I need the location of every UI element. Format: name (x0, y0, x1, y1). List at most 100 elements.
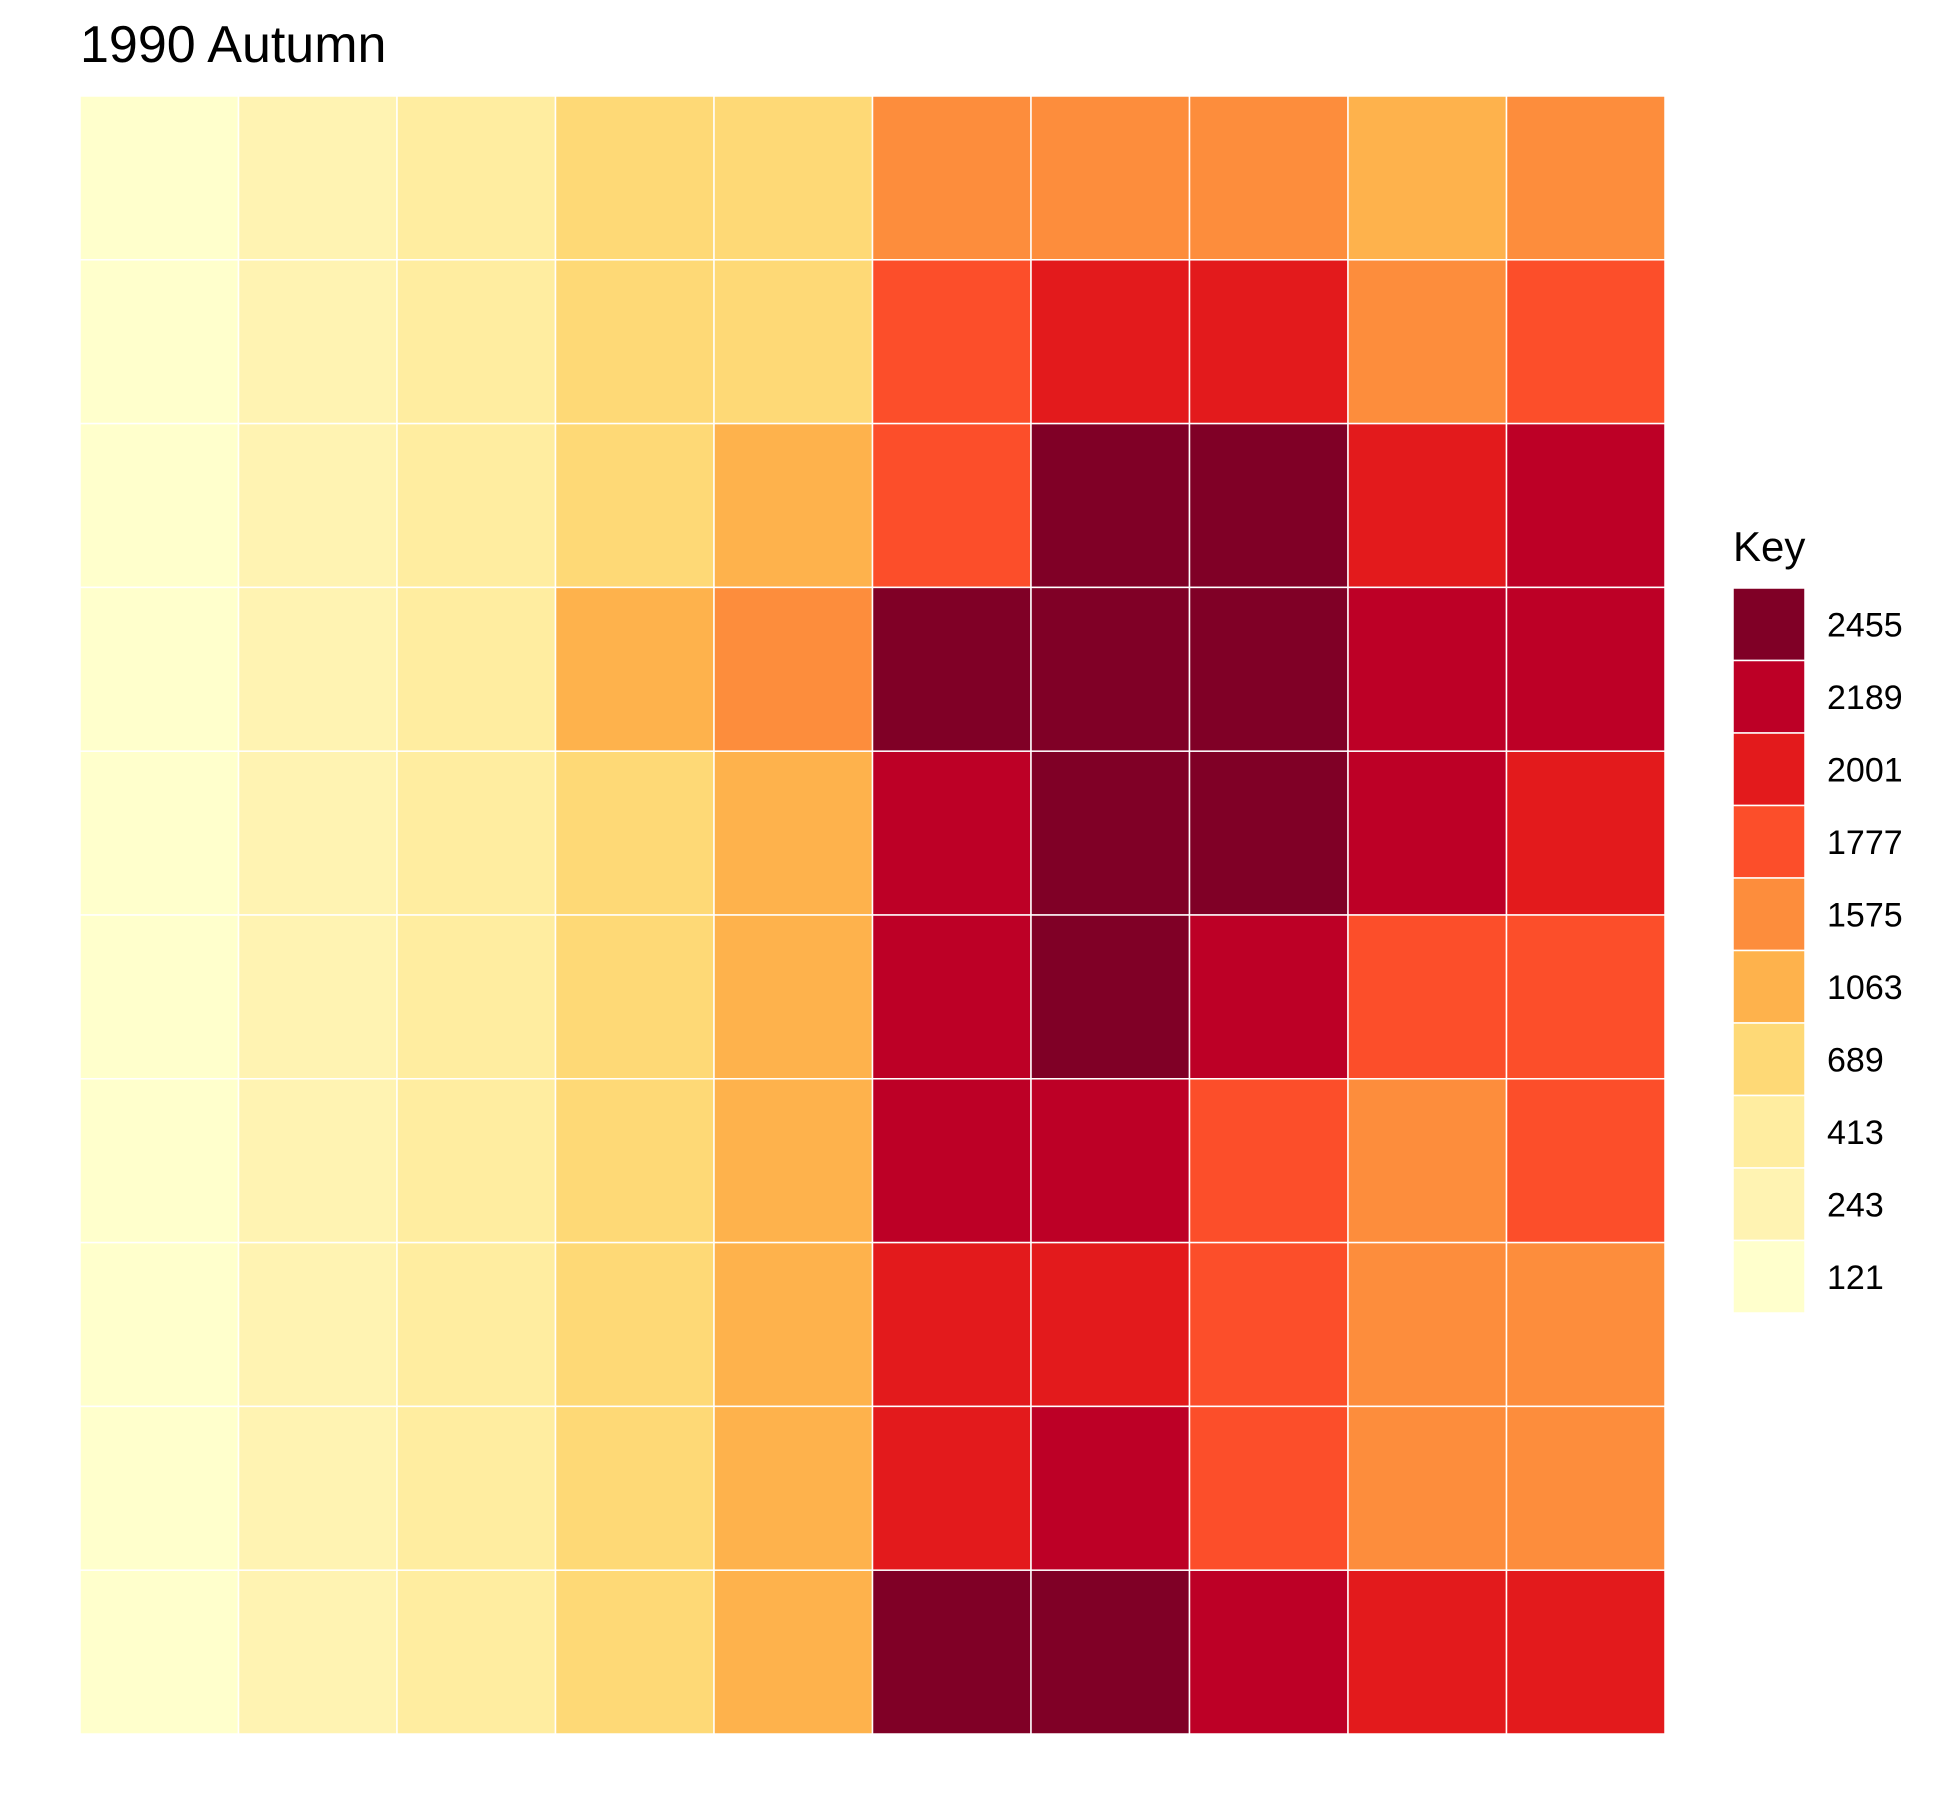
heatmap-cell (237, 422, 398, 589)
heatmap-cell (713, 95, 874, 261)
heatmap-cell (713, 914, 874, 1080)
legend-swatch (1732, 1239, 1806, 1314)
heatmap-cell (1030, 750, 1191, 916)
heatmap-cell (713, 586, 874, 752)
legend-label: 243 (1827, 1186, 1884, 1224)
heatmap-cell (1188, 422, 1349, 589)
heatmap-cell (554, 259, 715, 425)
heatmap-cell (396, 95, 557, 261)
heatmap-cell (79, 1078, 240, 1244)
heatmap-cell (237, 750, 398, 916)
heatmap-cell (713, 259, 874, 425)
heatmap-cell (1030, 1241, 1191, 1408)
heatmap-cell (1030, 1405, 1191, 1571)
heatmap-cell (237, 914, 398, 1080)
heatmap-cell (554, 1078, 715, 1244)
heatmap-cell (237, 259, 398, 425)
heatmap-cell (396, 1078, 557, 1244)
legend-label: 689 (1827, 1041, 1884, 1079)
heatmap-cell (79, 1405, 240, 1571)
legend-swatch (1732, 659, 1806, 734)
heatmap-cell (1347, 1569, 1508, 1735)
heatmap-cell (1505, 586, 1666, 752)
heatmap-cell (79, 750, 240, 916)
heatmap-cell (554, 95, 715, 261)
legend-swatch (1732, 732, 1806, 807)
heatmap-cell (1505, 259, 1666, 425)
heatmap-cell (1347, 422, 1508, 589)
heatmap-cell (79, 1241, 240, 1408)
heatmap-cell (79, 914, 240, 1080)
heatmap-cell (1030, 1569, 1191, 1735)
heatmap-cell (396, 1405, 557, 1571)
heatmap-cell (1505, 1241, 1666, 1408)
heatmap-cell (871, 586, 1032, 752)
legend-label: 2001 (1827, 751, 1903, 789)
heatmap-cell (1505, 1569, 1666, 1735)
legend-label: 1575 (1827, 896, 1903, 934)
heatmap-cell (79, 1569, 240, 1735)
legend-swatch (1732, 1022, 1806, 1097)
heatmap-cell (871, 1569, 1032, 1735)
heatmap-grid (79, 95, 1666, 1735)
heatmap-cell (1505, 95, 1666, 261)
heatmap-cell (1188, 95, 1349, 261)
heatmap-cell (713, 422, 874, 589)
heatmap-cell (1188, 914, 1349, 1080)
heatmap-cell (1188, 1405, 1349, 1571)
legend-swatch (1732, 1167, 1806, 1242)
heatmap-cell (554, 1569, 715, 1735)
heatmap-cell (871, 95, 1032, 261)
heatmap-cell (1347, 586, 1508, 752)
heatmap-cell (713, 750, 874, 916)
heatmap-cell (554, 586, 715, 752)
heatmap-cell (871, 422, 1032, 589)
heatmap-cell (237, 1405, 398, 1571)
heatmap-cell (1030, 1078, 1191, 1244)
heatmap-cell (396, 422, 557, 589)
heatmap-cell (1505, 422, 1666, 589)
heatmap-cell (79, 586, 240, 752)
heatmap-cell (1188, 259, 1349, 425)
heatmap-cell (79, 259, 240, 425)
heatmap-cell (713, 1078, 874, 1244)
heatmap-cell (871, 1078, 1032, 1244)
heatmap-cell (396, 750, 557, 916)
heatmap-cell (1030, 586, 1191, 752)
heatmap-cell (396, 259, 557, 425)
heatmap-cell (1347, 95, 1508, 261)
heatmap-cell (1188, 1078, 1349, 1244)
heatmap-cell (1188, 1569, 1349, 1735)
legend-swatch (1732, 877, 1806, 952)
heatmap-cell (871, 1405, 1032, 1571)
heatmap-cell (713, 1569, 874, 1735)
legend-title: Key (1733, 523, 1805, 570)
heatmap-cell (237, 1078, 398, 1244)
heatmap-cell (1347, 1405, 1508, 1571)
heatmap-cell (871, 1241, 1032, 1408)
legend-swatch (1732, 587, 1806, 662)
heatmap-cell (1347, 750, 1508, 916)
legend-label: 1063 (1827, 969, 1903, 1007)
heatmap-cell (1188, 1241, 1349, 1408)
heatmap-cell (1030, 914, 1191, 1080)
heatmap-cell (396, 914, 557, 1080)
heatmap-cell (871, 914, 1032, 1080)
legend-label: 1777 (1827, 824, 1903, 862)
legend-label: 2189 (1827, 679, 1903, 717)
legend-label: 413 (1827, 1114, 1884, 1152)
heatmap-cell (237, 1241, 398, 1408)
heatmap-cell (1188, 750, 1349, 916)
heatmap-cell (554, 422, 715, 589)
heatmap-cell (237, 586, 398, 752)
heatmap-cell (396, 1569, 557, 1735)
heatmap-cell (871, 259, 1032, 425)
heatmap-cell (871, 750, 1032, 916)
heatmap-cell (1505, 750, 1666, 916)
heatmap-cell (1505, 914, 1666, 1080)
heatmap-cell (1347, 1241, 1508, 1408)
legend-swatch (1732, 804, 1806, 879)
heatmap-cell (396, 1241, 557, 1408)
heatmap-cell (1347, 259, 1508, 425)
legend-swatch (1732, 1094, 1806, 1169)
